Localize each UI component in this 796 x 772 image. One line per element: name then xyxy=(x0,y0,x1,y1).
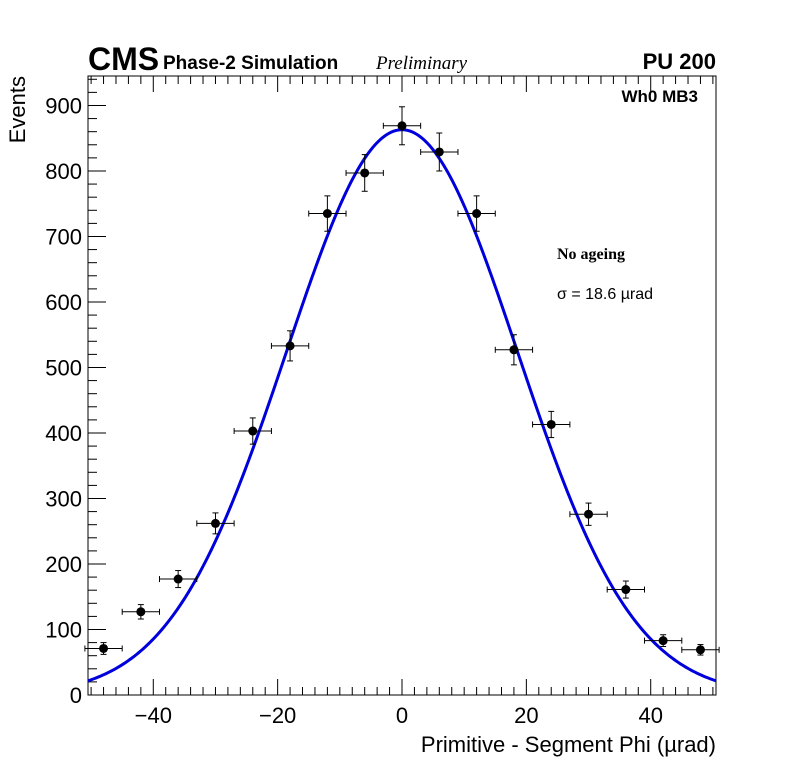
x-tick-label: 40 xyxy=(638,703,662,728)
y-axis-title: Events xyxy=(5,76,30,143)
data-marker xyxy=(360,168,370,178)
y-tick-label: 900 xyxy=(45,93,82,118)
y-axis-tick-labels: 0 100 200 300 400 500 600 700 800 900 xyxy=(45,93,82,708)
y-tick-label: 0 xyxy=(70,683,82,708)
x-tick-label: 20 xyxy=(514,703,538,728)
data-point xyxy=(420,132,459,172)
data-marker xyxy=(322,209,332,219)
subtitle-label: Phase-2 Simulation xyxy=(163,53,338,74)
sigma-label: σ = 18.6 µrad xyxy=(557,286,653,303)
data-point xyxy=(308,195,347,232)
data-marker xyxy=(210,518,220,528)
x-tick-label: −40 xyxy=(135,703,172,728)
x-axis-title: Primitive - Segment Phi (µrad) xyxy=(421,732,716,757)
data-point xyxy=(382,106,422,146)
station-label: Wh0 MB3 xyxy=(622,87,699,106)
data-point xyxy=(270,330,310,362)
y-tick-label: 100 xyxy=(45,617,82,642)
data-point xyxy=(121,604,161,620)
y-tick-label: 700 xyxy=(45,224,82,249)
data-marker xyxy=(546,419,556,429)
status-label: Preliminary xyxy=(375,53,468,74)
data-marker xyxy=(99,643,109,653)
data-marker xyxy=(621,585,631,595)
data-point xyxy=(84,642,123,655)
data-point xyxy=(233,417,272,445)
data-marker xyxy=(472,209,482,219)
y-tick-label: 800 xyxy=(45,159,82,184)
data-point xyxy=(643,634,683,648)
data-point xyxy=(681,644,720,656)
data-marker xyxy=(434,147,444,157)
data-marker xyxy=(285,341,295,351)
experiment-label: CMS xyxy=(88,41,159,77)
data-points xyxy=(84,106,720,656)
data-marker xyxy=(136,607,146,617)
data-point xyxy=(532,410,571,439)
data-point xyxy=(196,512,235,535)
data-marker xyxy=(695,645,705,655)
y-tick-label: 600 xyxy=(45,290,82,315)
y-tick-label: 500 xyxy=(45,355,82,380)
data-marker xyxy=(248,426,258,436)
x-tick-label: 0 xyxy=(396,703,408,728)
data-marker xyxy=(584,509,594,519)
x-axis-ticks xyxy=(90,76,714,695)
data-point xyxy=(159,570,198,589)
x-tick-label: −20 xyxy=(259,703,296,728)
x-axis-tick-labels: −40 −20 0 20 40 xyxy=(135,703,663,728)
data-marker xyxy=(658,636,668,646)
y-axis-ticks xyxy=(88,78,106,696)
pileup-label: PU 200 xyxy=(643,49,716,74)
data-point xyxy=(494,334,534,366)
condition-label: No ageing xyxy=(557,246,625,263)
data-point xyxy=(457,195,496,232)
data-point xyxy=(606,580,645,599)
data-point xyxy=(345,154,384,192)
y-tick-label: 300 xyxy=(45,486,82,511)
y-tick-label: 400 xyxy=(45,421,82,446)
y-tick-label: 200 xyxy=(45,552,82,577)
data-point xyxy=(569,502,608,526)
data-marker xyxy=(509,345,519,355)
data-marker xyxy=(397,121,407,131)
data-marker xyxy=(173,574,183,584)
